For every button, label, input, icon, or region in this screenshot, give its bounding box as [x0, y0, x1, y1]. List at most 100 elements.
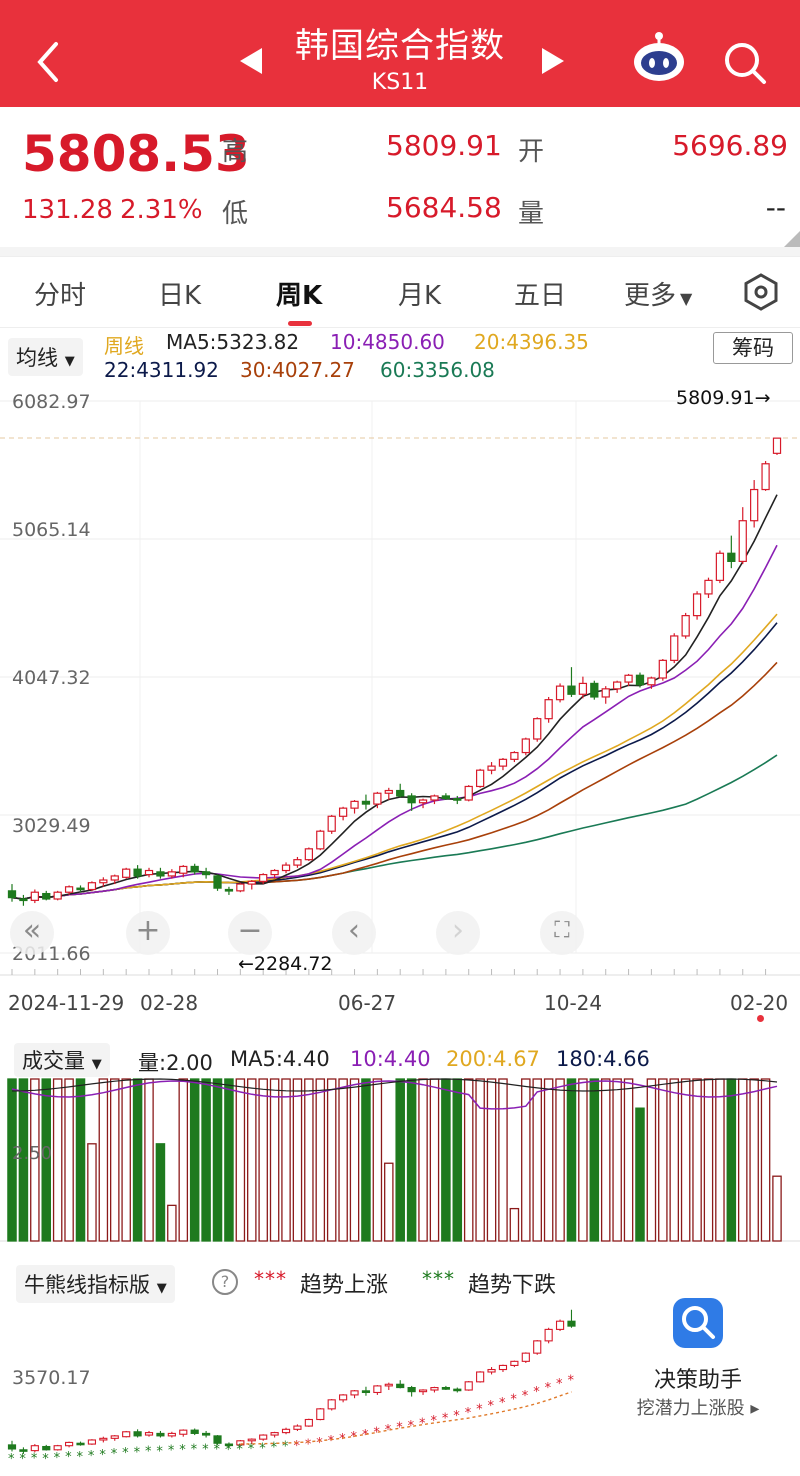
- bull-candle-body: [418, 1389, 428, 1393]
- candle-body: [259, 873, 268, 882]
- decision-assistant-card[interactable]: 决策助手 挖潜力上涨股 ▸: [603, 1288, 793, 1428]
- legend-ma22: 22:4311.92: [104, 358, 219, 382]
- tab-more-label: 更多: [624, 281, 677, 311]
- bull-candle-body: [53, 1445, 62, 1451]
- candle-body: [544, 699, 553, 720]
- volume-bar: [281, 1078, 291, 1242]
- volume-selector-label: 成交量: [22, 1049, 85, 1073]
- bull-candle-body: [476, 1371, 485, 1383]
- bull-candle-body: [202, 1432, 211, 1436]
- volume-bar: [315, 1078, 326, 1242]
- robot-assistant-icon[interactable]: [630, 30, 688, 84]
- tab-weekly-k[interactable]: 周K: [276, 281, 323, 311]
- volume-bar: [326, 1078, 337, 1242]
- volume-bar: [269, 1078, 280, 1242]
- tab-monthly-k[interactable]: 月K: [398, 281, 442, 311]
- zoom-out-button[interactable]: −: [228, 911, 272, 955]
- bull-candle-body: [99, 1437, 108, 1441]
- bull-bear-selector[interactable]: 牛熊线指标版 ▼: [16, 1265, 175, 1303]
- bull-candle-body: [87, 1439, 97, 1445]
- next-index-icon[interactable]: [542, 48, 564, 74]
- bull-candle-body: [110, 1435, 119, 1439]
- volume-bar: [384, 1162, 394, 1242]
- bull-candle-body: [236, 1440, 245, 1446]
- back-icon[interactable]: [34, 40, 62, 84]
- fullscreen-button[interactable]: ⛶: [540, 911, 584, 955]
- volume-bar: [87, 1143, 97, 1242]
- volume-bar: [201, 1078, 211, 1242]
- volume-ma10-line: [11, 1080, 778, 1110]
- volume-bar: [155, 1143, 166, 1242]
- volume-bar: [110, 1078, 120, 1242]
- volume-bar: [98, 1078, 109, 1242]
- volume-bar: [760, 1078, 771, 1242]
- low-label: 低: [222, 199, 249, 229]
- chevron-down-icon: ▼: [156, 1281, 167, 1296]
- y-tick-label: 6082.97: [12, 391, 91, 413]
- volume-bar: [372, 1078, 383, 1242]
- prev-index-icon[interactable]: [240, 48, 262, 74]
- expand-corner-icon: [784, 231, 800, 247]
- volume-y-tick: 2.50: [12, 1143, 53, 1164]
- candle-body: [316, 830, 325, 850]
- volume-bar: [292, 1078, 303, 1242]
- scroll-left-button[interactable]: ‹: [332, 911, 376, 955]
- bull-candle-body: [65, 1441, 74, 1447]
- volume-chart: [0, 1078, 800, 1242]
- tab-five-day[interactable]: 五日: [514, 281, 567, 311]
- settings-hexagon-icon[interactable]: [742, 273, 780, 311]
- volume-bar: [30, 1078, 40, 1242]
- tab-daily-k[interactable]: 日K: [158, 281, 202, 311]
- candle-body: [19, 898, 28, 902]
- bull-candle-body: [555, 1320, 565, 1330]
- bull-candle-body: [339, 1394, 348, 1401]
- bull-bear-panel[interactable]: * * * * * * * * * * * * * * * * * * * * * * * * * * * * * * * * * * * * * * * *…: [0, 1255, 800, 1472]
- candle-body: [99, 879, 108, 884]
- volume-bar: [578, 1078, 588, 1242]
- volume-selector[interactable]: 成交量 ▼: [14, 1043, 110, 1077]
- divider: [0, 247, 800, 256]
- bull-trend-line: [240, 1391, 572, 1445]
- volume-panel[interactable]: 成交量 ▼ 量:2.00 MA5:4.40 10:4.40 200:4.67 1…: [0, 1037, 800, 1247]
- candle-body: [213, 875, 222, 889]
- bull-candle-body: [350, 1390, 359, 1396]
- scroll-left-fast-button[interactable]: «: [10, 911, 54, 955]
- volume-bar: [749, 1078, 759, 1242]
- candle-body: [76, 887, 85, 891]
- indicator-selector[interactable]: 均线 ▼: [8, 338, 83, 376]
- search-icon[interactable]: [722, 40, 768, 86]
- help-icon[interactable]: ?: [212, 1269, 238, 1295]
- candle-body: [475, 769, 485, 788]
- volume-bar: [189, 1078, 200, 1242]
- chip-distribution-button[interactable]: 筹码: [713, 332, 793, 364]
- candle-body: [487, 765, 496, 771]
- bull-candle-body: [133, 1431, 142, 1437]
- candle-body: [384, 789, 393, 794]
- zoom-in-button[interactable]: +: [126, 911, 170, 955]
- kline-chart-area[interactable]: 6082.97 5065.14 4047.32 3029.49 2011.66 …: [0, 383, 800, 1023]
- bull-candle-body: [293, 1425, 302, 1430]
- candle-body: [373, 792, 382, 805]
- tab-more[interactable]: 更多 ▼: [624, 275, 692, 312]
- volume-bar: [7, 1078, 17, 1242]
- candle-body: [327, 815, 336, 832]
- tab-intraday[interactable]: 分时: [34, 281, 87, 311]
- candle-body: [87, 882, 97, 891]
- x-tick-label: 2024-11-29: [8, 991, 125, 1015]
- candle-body: [42, 892, 51, 900]
- trend-marker: *: [533, 1385, 540, 1400]
- candle-body: [624, 674, 633, 683]
- volume-bar: [304, 1078, 314, 1242]
- trend-marker: *: [339, 1432, 346, 1447]
- assistant-title: 决策助手: [653, 1368, 742, 1393]
- volume-current: 量:2.00: [138, 1051, 213, 1075]
- scroll-right-button[interactable]: ›: [436, 911, 480, 955]
- trend-marker: *: [111, 1447, 118, 1462]
- trend-marker: *: [31, 1451, 38, 1466]
- trend-marker: *: [259, 1441, 266, 1456]
- candle-body: [122, 868, 131, 878]
- trend-marker: *: [499, 1396, 506, 1411]
- candle-body: [224, 888, 234, 892]
- candle-body: [647, 677, 656, 686]
- candle-body: [567, 685, 576, 695]
